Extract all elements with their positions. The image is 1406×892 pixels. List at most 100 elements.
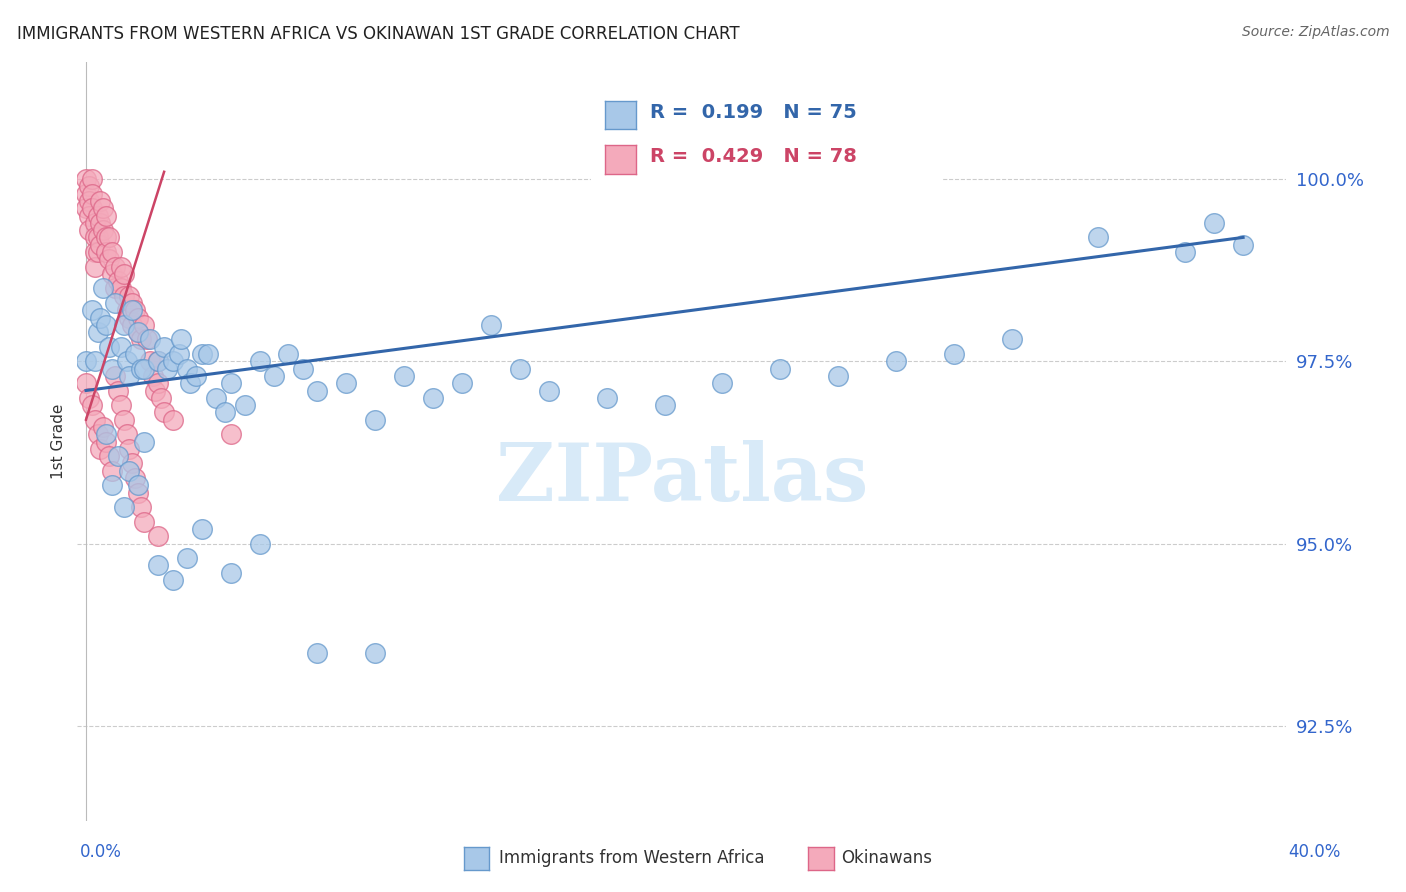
Point bbox=[93, 281, 115, 295]
Point bbox=[127, 310, 149, 325]
Point bbox=[509, 361, 531, 376]
Point bbox=[104, 260, 127, 274]
Point bbox=[162, 412, 184, 426]
Point bbox=[83, 354, 105, 368]
Point bbox=[124, 303, 146, 318]
Point bbox=[422, 391, 444, 405]
Point bbox=[86, 209, 108, 223]
Point bbox=[145, 384, 167, 398]
Point bbox=[77, 391, 100, 405]
Point bbox=[83, 230, 105, 244]
Point bbox=[392, 368, 415, 383]
Point bbox=[75, 172, 97, 186]
Text: 40.0%: 40.0% bbox=[1288, 843, 1341, 861]
Point bbox=[89, 194, 111, 208]
Point bbox=[654, 398, 676, 412]
Text: IMMIGRANTS FROM WESTERN AFRICA VS OKINAWAN 1ST GRADE CORRELATION CHART: IMMIGRANTS FROM WESTERN AFRICA VS OKINAW… bbox=[17, 25, 740, 43]
Point bbox=[148, 376, 170, 391]
Point bbox=[135, 333, 157, 347]
Point bbox=[89, 442, 111, 456]
Y-axis label: 1st Grade: 1st Grade bbox=[51, 404, 66, 479]
Point bbox=[83, 244, 105, 259]
Point bbox=[162, 573, 184, 587]
Point bbox=[537, 384, 560, 398]
Point bbox=[129, 333, 152, 347]
Point bbox=[1087, 230, 1109, 244]
Point bbox=[167, 347, 190, 361]
Point bbox=[827, 368, 849, 383]
Point bbox=[98, 340, 121, 354]
Text: Okinawans: Okinawans bbox=[841, 849, 932, 867]
Point bbox=[107, 449, 129, 463]
Point bbox=[335, 376, 357, 391]
Point bbox=[98, 252, 121, 267]
Point bbox=[249, 536, 271, 550]
Point bbox=[1204, 216, 1226, 230]
Point bbox=[104, 281, 127, 295]
Point bbox=[1232, 237, 1254, 252]
Point bbox=[156, 361, 179, 376]
Point bbox=[148, 529, 170, 543]
Point bbox=[86, 244, 108, 259]
Point bbox=[769, 361, 792, 376]
Point bbox=[205, 391, 228, 405]
Point bbox=[80, 201, 103, 215]
Point bbox=[118, 368, 141, 383]
Point bbox=[121, 318, 143, 332]
Point bbox=[291, 361, 314, 376]
Point bbox=[93, 201, 115, 215]
Point bbox=[110, 340, 132, 354]
Point bbox=[884, 354, 907, 368]
Point bbox=[104, 368, 127, 383]
Point bbox=[124, 471, 146, 485]
Point bbox=[86, 230, 108, 244]
Point bbox=[77, 209, 100, 223]
Point bbox=[127, 478, 149, 492]
Point bbox=[148, 354, 170, 368]
Point bbox=[115, 354, 138, 368]
Point bbox=[83, 260, 105, 274]
Text: Source: ZipAtlas.com: Source: ZipAtlas.com bbox=[1241, 25, 1389, 39]
Point bbox=[96, 427, 118, 442]
Point bbox=[77, 194, 100, 208]
Point bbox=[153, 340, 176, 354]
Text: 0.0%: 0.0% bbox=[80, 843, 122, 861]
Point bbox=[124, 347, 146, 361]
Point bbox=[170, 333, 193, 347]
Point bbox=[141, 368, 163, 383]
Point bbox=[1001, 333, 1024, 347]
Point bbox=[101, 267, 124, 281]
Point bbox=[93, 223, 115, 237]
Point bbox=[75, 201, 97, 215]
Point bbox=[479, 318, 502, 332]
Point bbox=[179, 376, 201, 391]
Point bbox=[101, 244, 124, 259]
Text: R =  0.199   N = 75: R = 0.199 N = 75 bbox=[650, 103, 856, 122]
Point bbox=[96, 230, 118, 244]
Point bbox=[101, 361, 124, 376]
Point bbox=[86, 325, 108, 339]
Point bbox=[118, 289, 141, 303]
Point bbox=[277, 347, 299, 361]
Point bbox=[711, 376, 734, 391]
Point bbox=[77, 223, 100, 237]
Point bbox=[118, 310, 141, 325]
Point bbox=[190, 347, 212, 361]
Point bbox=[596, 391, 619, 405]
Text: ZIPatlas: ZIPatlas bbox=[496, 441, 868, 518]
Point bbox=[101, 478, 124, 492]
Point bbox=[80, 303, 103, 318]
Point bbox=[176, 361, 198, 376]
Point bbox=[162, 354, 184, 368]
Point bbox=[249, 354, 271, 368]
Point bbox=[77, 179, 100, 194]
Point bbox=[219, 427, 242, 442]
Point bbox=[80, 398, 103, 412]
Point bbox=[307, 646, 329, 660]
Point bbox=[101, 464, 124, 478]
Point bbox=[118, 464, 141, 478]
Point bbox=[121, 296, 143, 310]
Point bbox=[364, 412, 387, 426]
Point bbox=[75, 354, 97, 368]
Point bbox=[89, 310, 111, 325]
